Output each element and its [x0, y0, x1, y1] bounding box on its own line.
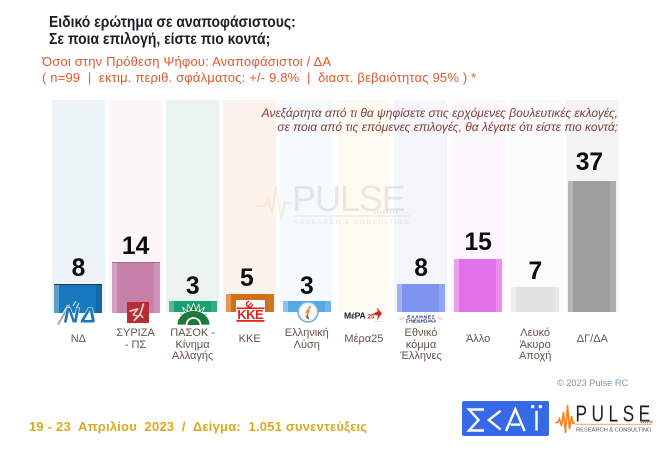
- svg-text:ΣΥΝΕΙΔΗΣΙΑΚΑ: ΣΥΝΕΙΔΗΣΙΑΚΑ: [406, 319, 437, 324]
- svg-text:PULSE: PULSE: [292, 178, 410, 219]
- svg-text:MέPA: MέPA: [344, 311, 366, 321]
- svg-text:25: 25: [368, 313, 376, 320]
- svg-text:RESEARCH & CONSULTING: RESEARCH & CONSULTING: [576, 428, 652, 434]
- svg-text:PULSE: PULSE: [576, 402, 655, 427]
- svg-text:RESEARCH & CONSULTING: RESEARCH & CONSULTING: [294, 219, 409, 226]
- svg-text:ΕΛΛΗΝΕΣ: ΕΛΛΗΝΕΣ: [407, 314, 435, 320]
- svg-text:ΚΚΕ: ΚΚΕ: [237, 307, 264, 322]
- svg-text:ΝΔ: ΝΔ: [64, 304, 98, 328]
